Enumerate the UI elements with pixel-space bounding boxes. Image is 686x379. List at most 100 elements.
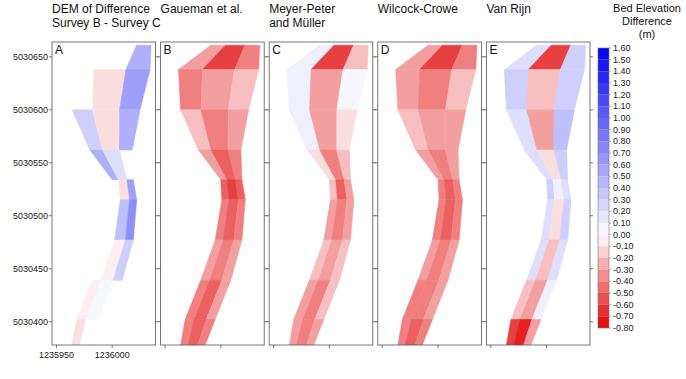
colorbar-bin <box>598 48 609 60</box>
colorbar-bin <box>598 293 609 305</box>
y-tick <box>375 321 378 322</box>
y-tick <box>49 162 52 163</box>
colorbar-tick <box>609 234 611 235</box>
elevation-cell <box>306 320 323 345</box>
colorbar-label: -0.60 <box>613 300 634 310</box>
elevation-cell <box>287 70 311 110</box>
y-tick <box>375 162 378 163</box>
elevation-cell <box>554 150 568 180</box>
colorbar-label: 1.40 <box>613 66 631 76</box>
panel-title: Van Rijn <box>486 2 530 16</box>
elevation-cell <box>532 280 557 319</box>
colorbar-label: 0.40 <box>613 183 631 193</box>
x-tick <box>546 345 547 348</box>
colorbar-label: 0.10 <box>613 218 631 228</box>
panel-frame <box>486 42 590 345</box>
figure: DEM of DifferenceSurvey B - Survey CA503… <box>0 0 686 379</box>
x-tick <box>437 345 438 348</box>
elevation-cell <box>445 150 459 180</box>
colorbar-title: (m) <box>639 28 656 40</box>
elevation-cell <box>560 200 571 240</box>
panel-label: E <box>489 43 497 57</box>
colorbar-tick <box>609 293 611 294</box>
y-tick <box>266 162 269 163</box>
y-tick <box>590 215 593 216</box>
map-cells <box>504 45 585 345</box>
colorbar-tick <box>609 153 611 154</box>
colorbar-tick <box>609 106 611 107</box>
colorbar-label: -0.70 <box>613 311 634 321</box>
colorbar-bin <box>598 270 609 282</box>
colorbar-bin <box>598 60 609 72</box>
colorbar-bin <box>598 141 609 153</box>
elevation-cell <box>206 280 231 319</box>
y-tick <box>49 268 52 269</box>
x-tick <box>56 345 57 348</box>
elevation-cell <box>125 200 136 240</box>
colorbar-bin <box>598 106 609 118</box>
elevation-cell <box>524 320 541 345</box>
colorbar-label: 0.50 <box>613 171 631 181</box>
y-tick-label: 5030650 <box>13 52 48 62</box>
colorbar-tick <box>609 59 611 60</box>
elevation-cell <box>337 110 357 150</box>
colorbar-label: 1.60 <box>613 43 631 53</box>
colorbar-label: 1.30 <box>613 78 631 88</box>
colorbar-label: 1.00 <box>613 113 631 123</box>
elevation-cell <box>418 110 445 150</box>
y-tick <box>483 56 486 57</box>
elevation-cell <box>423 280 448 319</box>
colorbar-tick <box>609 328 611 329</box>
x-tick <box>382 345 383 348</box>
y-tick-label: 5030500 <box>13 211 48 221</box>
elevation-cell <box>548 240 568 280</box>
elevation-cell <box>86 280 114 319</box>
colorbar-tick <box>609 164 611 165</box>
y-tick <box>483 162 486 163</box>
y-tick <box>49 109 52 110</box>
y-tick <box>483 215 486 216</box>
elevation-cell <box>527 110 554 150</box>
colorbar-label: -0.30 <box>613 265 634 275</box>
colorbar-label: 0.80 <box>613 136 631 146</box>
colorbar-tick <box>609 188 611 189</box>
y-tick <box>266 215 269 216</box>
elevation-cell <box>120 70 150 110</box>
elevation-cell <box>315 280 340 319</box>
elevation-cell <box>439 240 459 280</box>
elevation-cell <box>337 150 351 180</box>
colorbar-label: 1.10 <box>613 101 631 111</box>
elevation-cell <box>113 240 133 280</box>
elevation-cell <box>201 110 228 150</box>
colorbar-title: Bed Elevation <box>613 2 681 14</box>
elevation-cell <box>234 200 245 240</box>
colorbar-bin <box>598 281 609 293</box>
colorbar-tick <box>609 258 611 259</box>
x-tick-label: 1235950 <box>39 350 74 360</box>
map-cells <box>178 45 259 345</box>
colorbar-bin <box>598 95 609 107</box>
y-tick-label: 5030550 <box>13 158 48 168</box>
y-tick <box>375 268 378 269</box>
colorbar-label: 0.70 <box>613 148 631 158</box>
y-tick <box>49 321 52 322</box>
elevation-cell <box>337 70 367 110</box>
y-tick <box>266 109 269 110</box>
colorbar-label: 0.20 <box>613 206 631 216</box>
colorbar-tick <box>609 223 611 224</box>
colorbar-tick <box>609 176 611 177</box>
elevation-cell <box>228 110 248 150</box>
colorbar-tick <box>609 304 611 305</box>
panel-frame <box>52 42 156 345</box>
elevation-cell <box>554 110 574 150</box>
elevation-cell <box>120 110 140 150</box>
y-tick <box>49 56 52 57</box>
y-tick <box>158 56 161 57</box>
colorbar-tick <box>609 211 611 212</box>
colorbar-bin <box>598 316 609 328</box>
panel-title: DEM of Difference <box>52 2 150 16</box>
colorbar-bin <box>598 211 609 223</box>
colorbar-bin <box>598 188 609 200</box>
colorbar-tick <box>609 281 611 282</box>
colorbar-tick <box>609 129 611 130</box>
